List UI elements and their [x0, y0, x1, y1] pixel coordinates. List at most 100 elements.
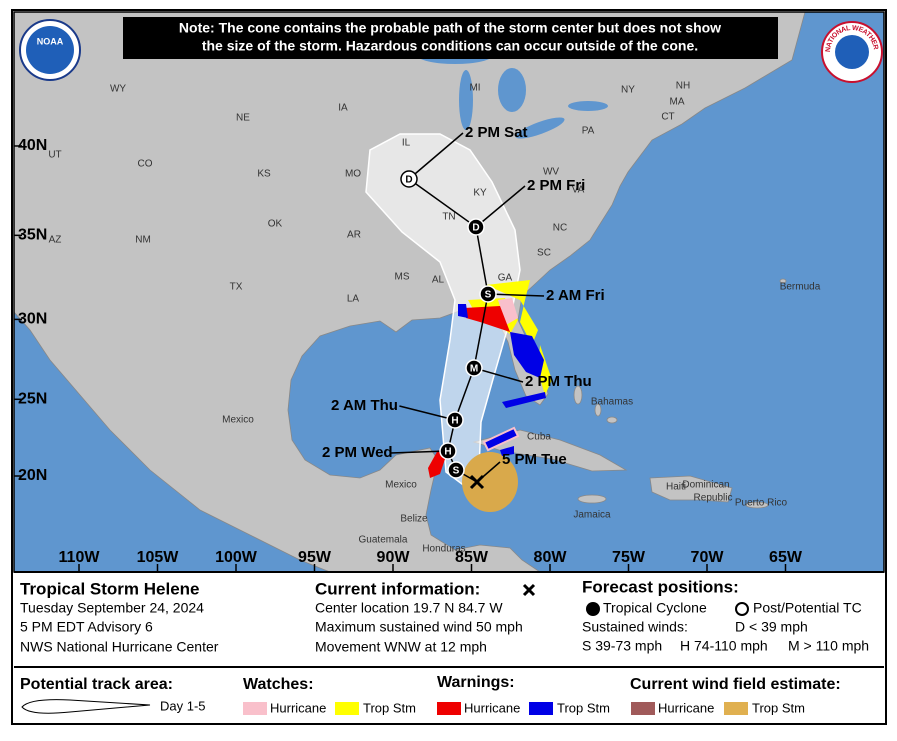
wind-class: H 74-110 mph	[680, 638, 768, 654]
lake	[568, 101, 608, 111]
current-line: Center location 19.7 N 84.7 W	[315, 600, 503, 616]
place-label: IL	[402, 138, 411, 149]
swatch	[724, 702, 748, 715]
leader-line	[476, 461, 501, 483]
bermuda	[779, 278, 787, 284]
place-label: TX	[230, 282, 243, 293]
lon-label: 80W	[534, 549, 568, 566]
map: WY NE IA IL MI NY NH MA CT PA UT CO KS MO KY WV VA TN NC OK…	[14, 12, 884, 572]
track-symbol: S	[485, 290, 492, 301]
trop-storm-warning	[482, 426, 520, 452]
trop-storm-watch	[486, 280, 538, 345]
winds-heading: Sustained winds:	[582, 619, 688, 635]
place-label: Bahamas	[591, 397, 633, 408]
wind-class: D < 39 mph	[735, 619, 808, 635]
bahamas	[606, 416, 618, 424]
place-label: AL	[432, 275, 445, 286]
lon-label: 75W	[612, 549, 646, 566]
place-label: NM	[135, 235, 151, 246]
track-label: 2 PM Fri	[527, 177, 585, 194]
place-label: VA	[572, 185, 585, 196]
place-label: KS	[257, 169, 271, 180]
leader-line	[408, 132, 464, 180]
lon-label: 85W	[455, 549, 489, 566]
place-label: CO	[138, 159, 153, 170]
tc-icon	[586, 602, 600, 616]
trop-storm-warning	[502, 392, 546, 408]
storm-advisory: 5 PM EDT Advisory 6	[20, 619, 153, 635]
hurricane-warning	[428, 450, 446, 478]
swatch	[437, 702, 461, 715]
place-label: WY	[110, 84, 126, 95]
swatch	[243, 702, 267, 715]
place-label: MO	[345, 169, 361, 180]
track-label: 2 AM Fri	[546, 287, 605, 304]
place-label: Dominican	[682, 480, 729, 491]
current-line: Maximum sustained wind 50 mph	[315, 619, 523, 635]
trop-storm-warning	[500, 446, 514, 456]
place-label: LA	[347, 294, 360, 305]
forecast-item: Post/Potential TC	[753, 600, 862, 616]
track-symbol: H	[451, 416, 458, 427]
place-label: NE	[236, 113, 250, 124]
place-label: Belize	[400, 514, 428, 525]
current-heading: Current information:	[315, 579, 480, 598]
legend-heading: Watches:	[243, 676, 314, 693]
current-line: Movement WNW at 12 mph	[315, 639, 487, 655]
place-label: OK	[268, 219, 283, 230]
lon-label: 65W	[769, 549, 803, 566]
place-label: Jamaica	[573, 510, 611, 521]
leader-line	[475, 185, 526, 228]
note-line: Note: The cone contains the probable pat…	[179, 20, 721, 36]
storm-source: NWS National Hurricane Center	[20, 639, 219, 655]
track-point	[400, 170, 418, 188]
legend-item: Trop Stm	[752, 700, 805, 715]
place-label: AZ	[49, 235, 62, 246]
place-label: NH	[676, 81, 690, 92]
track-label: 2 AM Thu	[331, 397, 398, 414]
lat-label: 35N	[18, 227, 47, 244]
track-label: 5 PM Tue	[502, 451, 567, 468]
lon-label: 90W	[377, 549, 411, 566]
storm-name: Tropical Storm Helene	[20, 579, 200, 598]
place-label: KY	[473, 188, 487, 199]
place-label: MS	[395, 272, 410, 283]
place-label: MI	[469, 83, 480, 94]
track-symbol: M	[470, 364, 478, 375]
track-symbol: S	[453, 466, 460, 477]
place-label: MA	[670, 97, 685, 108]
place-label: Cuba	[527, 432, 551, 443]
place-label: CT	[661, 112, 674, 123]
place-label: Bermuda	[780, 282, 821, 293]
lake	[515, 117, 565, 139]
leader-line	[487, 293, 545, 297]
place-label: NY	[621, 85, 635, 96]
trop-storm-warning	[510, 332, 544, 378]
place-label: GA	[498, 273, 513, 284]
nws-logo-inner	[835, 35, 869, 69]
place-label: Puerto Rico	[735, 498, 788, 509]
lon-label: 100W	[215, 549, 258, 566]
place-label: TN	[442, 212, 455, 223]
lat-label: 20N	[18, 467, 47, 484]
swatch	[631, 702, 655, 715]
trop-storm-warning	[458, 304, 468, 318]
track-label: 2 PM Thu	[525, 373, 592, 390]
place-label: AR	[347, 230, 361, 241]
place-label: PA	[582, 126, 595, 137]
puerto-rico	[745, 501, 769, 509]
wind-class: M > 110 mph	[788, 638, 869, 654]
swatch	[335, 702, 359, 715]
lon-label: 110W	[59, 549, 101, 566]
swatch	[529, 702, 553, 715]
note-line: the size of the storm. Hazardous conditi…	[202, 38, 698, 54]
ptc-icon	[735, 602, 749, 616]
legend-heading: Potential track area:	[20, 676, 173, 693]
jamaica	[577, 494, 607, 504]
watches-warnings	[428, 280, 552, 478]
forecast-item: Tropical Cyclone	[603, 600, 707, 616]
place-label: WV	[543, 167, 559, 178]
track-label: 2 PM Wed	[322, 444, 393, 461]
hurricane-watch	[498, 298, 518, 325]
legend-item: Hurricane	[658, 700, 714, 715]
